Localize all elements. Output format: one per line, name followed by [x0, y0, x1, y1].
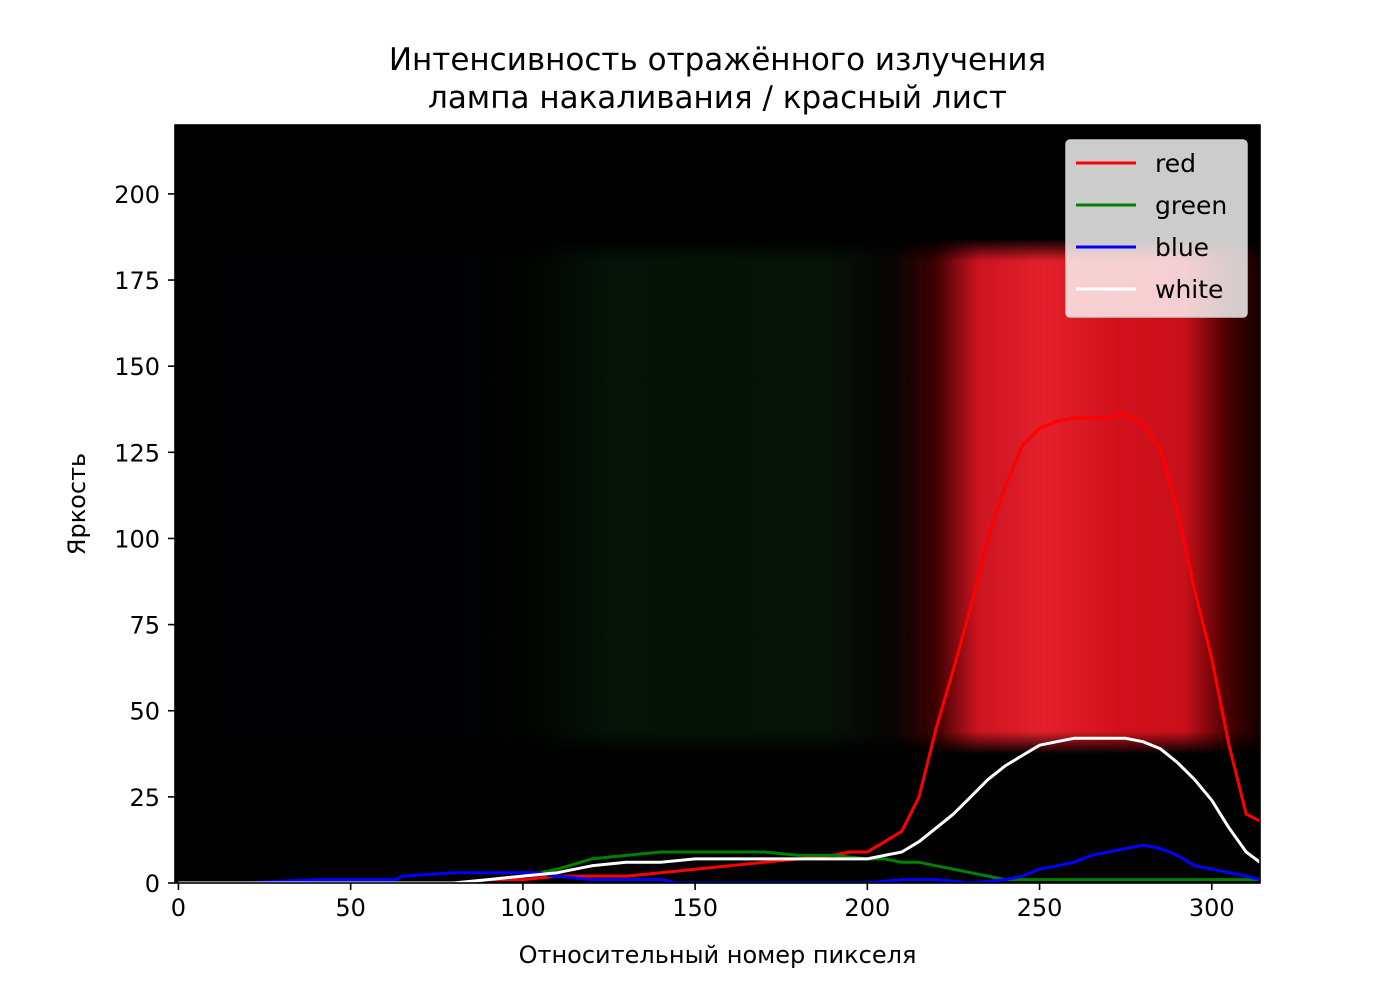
y-tick-label: 150	[114, 353, 160, 381]
legend-label-red: red	[1155, 149, 1196, 178]
x-tick-label: 300	[1189, 894, 1235, 922]
y-tick-label: 200	[114, 181, 160, 209]
series-layer	[178, 412, 1260, 883]
series-line-blue	[178, 843, 1260, 883]
legend-label-white: white	[1155, 275, 1223, 304]
y-axis: 0 25 50 75 100 125 150 175 200	[114, 181, 175, 898]
x-axis-label: Относительный номер пикселя	[519, 941, 917, 969]
x-axis: 0 50 100 150 200 250 300	[171, 883, 1235, 922]
x-tick-label: 50	[335, 894, 366, 922]
legend-label-green: green	[1155, 191, 1227, 220]
legend: red green blue white	[1065, 139, 1248, 318]
series-line-red	[178, 412, 1260, 883]
x-tick-label: 200	[844, 894, 890, 922]
y-tick-label: 125	[114, 439, 160, 467]
legend-box	[1065, 139, 1248, 318]
series-line-white	[178, 736, 1260, 883]
y-tick-label: 175	[114, 267, 160, 295]
legend-label-blue: blue	[1155, 233, 1209, 262]
y-tick-label: 100	[114, 525, 160, 553]
y-tick-label: 0	[145, 870, 160, 898]
x-tick-label: 150	[672, 894, 718, 922]
x-tick-label: 250	[1017, 894, 1063, 922]
chart-title: Интенсивность отражённого излучения ламп…	[389, 42, 1046, 116]
chart-title-line-2: лампа накаливания / красный лист	[428, 80, 1007, 116]
x-tick-label: 0	[171, 894, 186, 922]
chart-title-line-1: Интенсивность отражённого излучения	[389, 42, 1046, 78]
y-axis-label: Яркость	[63, 453, 91, 555]
y-tick-label: 75	[129, 612, 160, 640]
y-tick-label: 50	[129, 698, 160, 726]
y-tick-label: 25	[129, 784, 160, 812]
x-tick-label: 100	[500, 894, 546, 922]
plot-frame	[174, 124, 1261, 884]
